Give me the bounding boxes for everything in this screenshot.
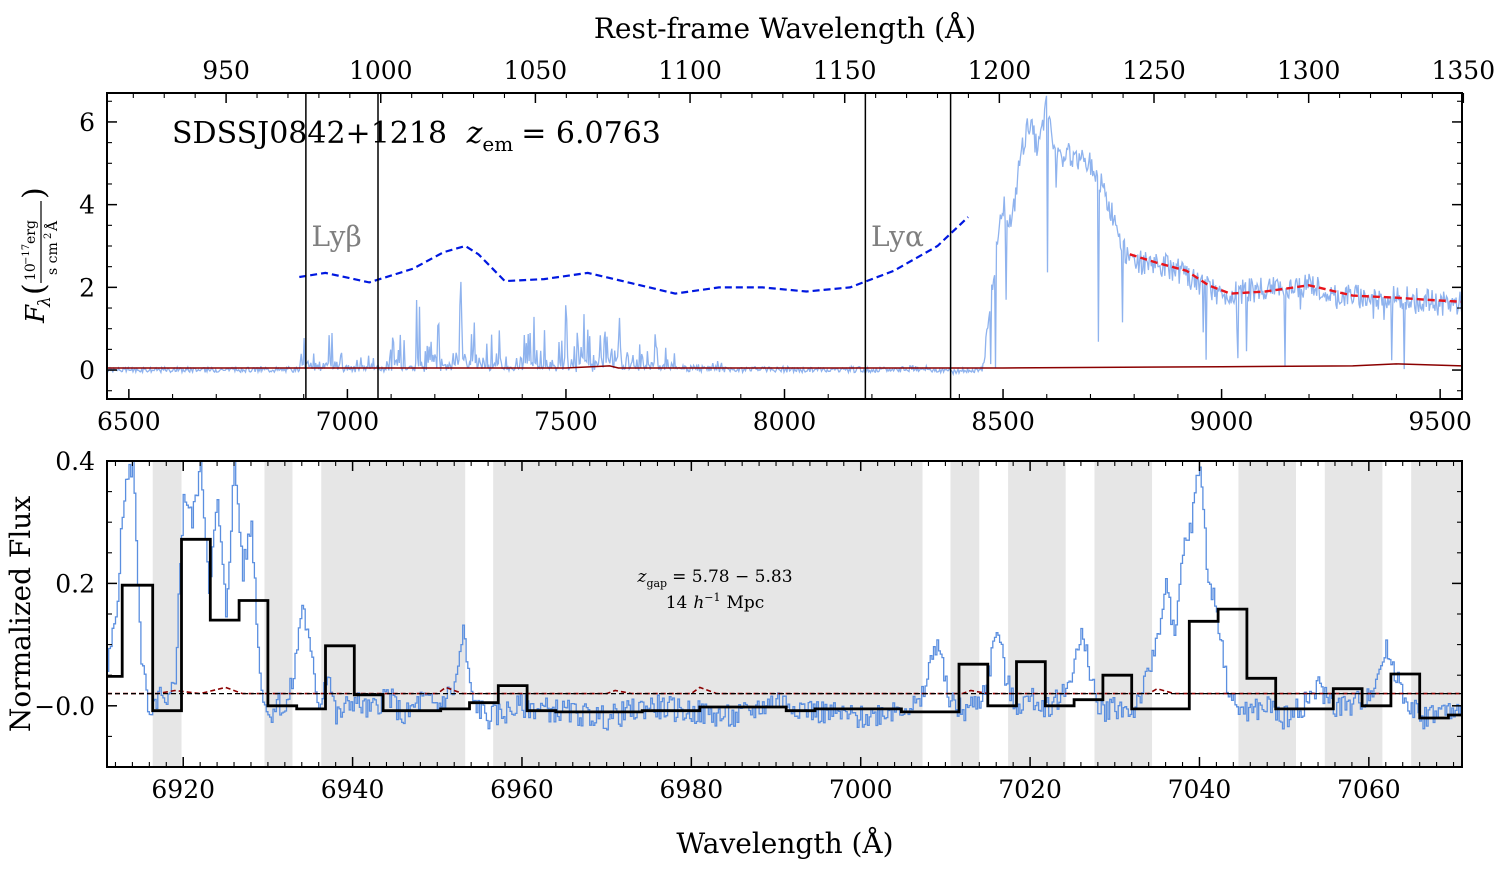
x-tick-label: 9000: [1190, 407, 1254, 436]
y-tick-label: 4: [79, 191, 95, 220]
x-tick-label: 6920: [151, 775, 215, 804]
binned-flux: [107, 537, 1462, 720]
x-tick-label: 7020: [998, 775, 1062, 804]
bottom-x-ticks: 6920 6940 6960 6980 7000 7020 7040 7060: [114, 461, 1455, 804]
extrapolated-continuum: [299, 216, 969, 295]
svg-text:Å: Å: [43, 220, 61, 232]
flux-spectrum: [107, 95, 1462, 377]
rest-tick-label: 1100: [658, 56, 722, 85]
gap-region: [493, 461, 923, 767]
gap-annotation-line2: 14 h−1 Mpc: [666, 591, 765, 613]
svg-text:10: 10: [23, 263, 39, 281]
rest-tick-label: 1250: [1122, 56, 1186, 85]
gap-region: [1324, 461, 1383, 767]
x-tick-label: 6960: [490, 775, 554, 804]
x-tick-label: 7500: [534, 407, 598, 436]
rest-tick-label: 1050: [504, 56, 568, 85]
line-label: Lyβ: [312, 220, 362, 253]
line-labels: Lyβ Lyα: [312, 220, 924, 253]
gap-region: [152, 461, 182, 767]
y-tick-label: 2: [79, 273, 95, 302]
rest-frame-axis-title: Rest-frame Wavelength (Å): [594, 12, 976, 45]
svg-text:−17: −17: [21, 244, 32, 265]
bottom-panel: 6920 6940 6960 6980 7000 7020 7040 7060 −0.0 0.2…: [4, 447, 1463, 860]
gap-annotation-line1: zgap = 5.78 − 5.83: [636, 567, 792, 590]
x-tick-label: 7000: [316, 407, 380, 436]
rest-tick-label: 1150: [813, 56, 877, 85]
svg-text:2: 2: [43, 233, 54, 239]
gap-region: [950, 461, 980, 767]
bottom-plot-area: [107, 461, 1462, 731]
y-tick-label: −0.0: [34, 692, 95, 721]
gap-region: [1094, 461, 1153, 767]
bottom-y-axis-title: Normalized Flux: [4, 496, 37, 732]
x-tick-label: 8500: [971, 407, 1035, 436]
x-tick-label: 6980: [660, 775, 724, 804]
x-tick-label: 7040: [1168, 775, 1232, 804]
gap-regions: [152, 461, 1462, 767]
gap-region: [1008, 461, 1066, 767]
rest-frame-ticks: 950 1000 1050 1100 1150 1200 1250 1300 1350: [132, 56, 1496, 103]
object-annotation: SDSSJ0842+1218 zem = 6.0763: [172, 116, 661, 156]
rest-tick-label: 1300: [1277, 56, 1341, 85]
gap-region: [1411, 461, 1462, 767]
y-tick-label: 0.4: [55, 447, 95, 476]
bottom-x-axis-title: Wavelength (Å): [676, 827, 893, 860]
normalized-spectrum: [107, 461, 1462, 731]
rest-tick-label: 950: [202, 56, 250, 85]
error-level: [107, 686, 1462, 695]
svg-text:(: (: [17, 283, 52, 295]
x-tick-label: 7000: [829, 775, 893, 804]
svg-text:F: F: [21, 304, 51, 324]
error-spectrum: [107, 363, 1462, 369]
y-tick-label: 0: [79, 356, 95, 385]
x-tick-label: 8000: [753, 407, 817, 436]
svg-text:λ: λ: [35, 296, 55, 308]
y-tick-label: 0.2: [55, 569, 95, 598]
rest-tick-label: 1000: [349, 56, 413, 85]
top-y-axis-title: F λ ( 10 −17 erg s cm 2 Å ): [17, 187, 61, 324]
top-x-ticks: 6500 7000 7500 8000 8500 9000 9500: [97, 389, 1472, 436]
svg-text:erg: erg: [23, 220, 39, 244]
y-tick-label: 6: [79, 108, 95, 137]
rest-tick-label: 1350: [1432, 56, 1496, 85]
line-markers: [305, 93, 952, 399]
x-tick-label: 7060: [1337, 775, 1401, 804]
svg-text:): ): [17, 187, 52, 199]
fitted-continuum: [1129, 253, 1462, 303]
rest-tick-label: 1200: [968, 56, 1032, 85]
top-y-ticks: 0 2 4 6: [79, 100, 1462, 392]
x-tick-label: 6500: [97, 407, 161, 436]
gap-region: [321, 461, 466, 767]
bottom-y-ticks: −0.0 0.2 0.4: [34, 447, 1462, 768]
x-tick-label: 6940: [321, 775, 385, 804]
top-plot-area: [107, 95, 1462, 377]
svg-text:s cm: s cm: [45, 242, 61, 275]
x-tick-label: 9500: [1408, 407, 1472, 436]
line-label: Lyα: [871, 220, 924, 253]
